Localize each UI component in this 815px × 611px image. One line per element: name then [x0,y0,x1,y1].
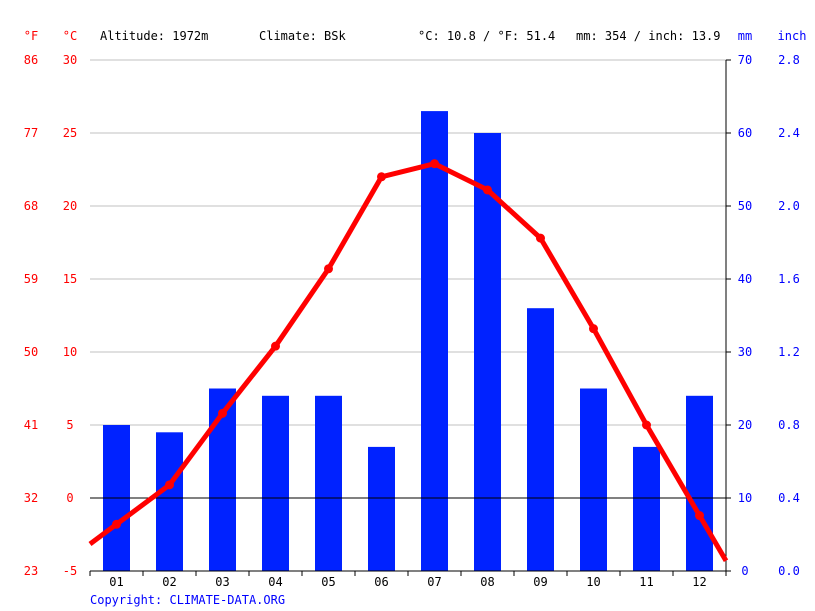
mm-tick-label: 0 [741,564,748,578]
month-tick-label: 01 [109,575,123,589]
temperature-point-01 [112,519,121,529]
mm-tick-label: 30 [738,345,752,359]
fahrenheit-tick-label: 23 [24,564,38,578]
temperature-point-12 [695,511,704,521]
annual-precipitation-label: mm: 354 / inch: 13.9 [576,29,721,43]
inch-tick-label: 2.4 [778,126,800,140]
mm-tick-label: 50 [738,199,752,213]
inch-tick-label: 1.2 [778,345,800,359]
temperature-line-path [88,161,729,563]
precipitation-bar-06 [368,446,395,571]
temperature-point-02 [165,480,174,490]
precipitation-bar-02 [156,432,183,571]
month-tick-label: 07 [427,575,441,589]
climate-label: Climate: BSk [259,29,346,43]
fahrenheit-tick-label: 50 [24,345,38,359]
temperature-point-08 [483,185,492,195]
temperature-point-07 [430,159,439,169]
mm-unit-label: mm [738,29,752,43]
inch-tick-label: 0.8 [778,418,800,432]
temperature-point-04 [271,341,280,351]
inch-tick-label: 0.4 [778,491,800,505]
celsius-tick-label: -5 [63,564,77,578]
month-tick-label: 05 [321,575,335,589]
month-tick-label: 02 [162,575,176,589]
gridlines [90,59,726,499]
celsius-tick-label: 30 [63,53,77,67]
inch-tick-label: 2.0 [778,199,800,213]
tick-labels: 86 30 77 25 68 20 59 15 50 10 41 5 32 0 23 -5 70 2.8 60 2.4… [24,53,800,589]
fahrenheit-tick-label: 68 [24,199,38,213]
mm-tick-label: 60 [738,126,752,140]
precipitation-bar-04 [262,395,289,571]
temperature-line [88,159,729,563]
precipitation-bar-12 [686,395,713,571]
inch-tick-label: 0.0 [778,564,800,578]
month-tick-label: 09 [533,575,547,589]
month-tick-label: 08 [480,575,494,589]
precipitation-bar-03 [209,388,236,571]
precipitation-bar-10 [580,388,607,571]
celsius-tick-label: 20 [63,199,77,213]
celsius-tick-label: 15 [63,272,77,286]
celsius-tick-label: 10 [63,345,77,359]
fahrenheit-tick-label: 86 [24,53,38,67]
temperature-point-05 [324,264,333,274]
temperature-point-10 [589,324,598,334]
precipitation-bar-07 [421,111,448,571]
fahrenheit-tick-label: 59 [24,272,38,286]
inch-tick-label: 2.8 [778,53,800,67]
fahrenheit-tick-label: 41 [24,418,38,432]
mm-tick-label: 20 [738,418,752,432]
month-tick-label: 11 [639,575,653,589]
celsius-tick-label: 0 [66,491,73,505]
mm-tick-label: 40 [738,272,752,286]
fahrenheit-unit-label: °F [24,29,38,43]
month-tick-label: 04 [268,575,282,589]
month-tick-label: 03 [215,575,229,589]
precipitation-bar-11 [633,446,660,571]
average-temperature-label: °C: 10.8 / °F: 51.4 [418,29,555,43]
inch-unit-label: inch [778,29,807,43]
copyright-text: Copyright: CLIMATE-DATA.ORG [90,593,285,607]
precipitation-bars [103,111,713,571]
precipitation-bar-05 [315,395,342,571]
mm-tick-label: 10 [738,491,752,505]
month-tick-label: 06 [374,575,388,589]
precipitation-bar-09 [527,308,554,571]
axes [89,59,731,576]
celsius-tick-label: 25 [63,126,77,140]
celsius-unit-label: °C [63,29,77,43]
month-tick-label: 12 [692,575,706,589]
temperature-point-11 [642,420,651,430]
temperature-point-09 [536,233,545,243]
inch-tick-label: 1.6 [778,272,800,286]
fahrenheit-tick-label: 32 [24,491,38,505]
mm-tick-label: 70 [738,53,752,67]
fahrenheit-tick-label: 77 [24,126,38,140]
temperature-point-03 [218,408,227,418]
month-tick-label: 10 [586,575,600,589]
celsius-tick-label: 5 [66,418,73,432]
temperature-point-06 [377,172,386,182]
altitude-label: Altitude: 1972m [100,29,208,43]
